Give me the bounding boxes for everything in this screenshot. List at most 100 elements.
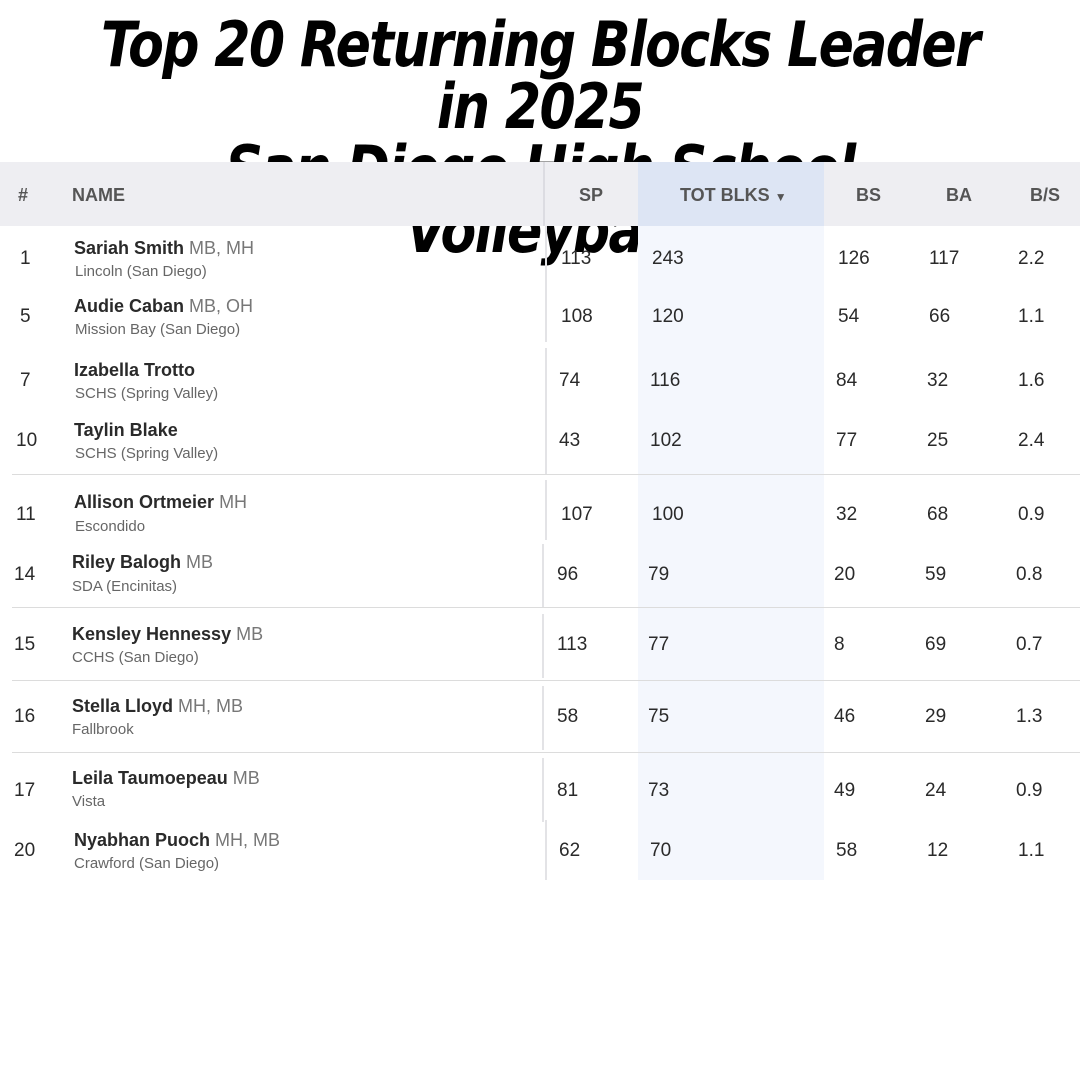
sp-cell: 58 <box>557 706 579 727</box>
player-position: MB, OH <box>189 296 254 316</box>
header-bps[interactable]: B/S <box>1030 185 1061 205</box>
header-ba[interactable]: BA <box>946 185 972 205</box>
player-name[interactable]: Stella Lloyd MH, MB <box>72 696 243 717</box>
rank-cell: 7 <box>20 370 31 391</box>
player-name-text: Nyabhan Puoch <box>74 830 211 850</box>
tot-blks-cell: 102 <box>650 430 682 451</box>
bs-cell: 54 <box>838 306 860 327</box>
player-position: MB, MH <box>189 238 255 258</box>
bs-cell: 84 <box>836 370 858 391</box>
row-divider <box>545 410 547 474</box>
player-position: MB <box>186 552 214 572</box>
ba-cell: 66 <box>929 306 951 327</box>
table-row[interactable]: 20 Nyabhan Puoch MH, MB Crawford (San Di… <box>0 820 1080 880</box>
sp-cell: 81 <box>557 780 579 801</box>
table-row[interactable]: 7 Izabella Trotto SCHS (Spring Valley) 7… <box>0 348 1080 410</box>
player-school: Mission Bay (San Diego) <box>75 321 241 338</box>
sp-cell: 113 <box>561 248 592 269</box>
row-divider <box>545 286 547 342</box>
table-row[interactable]: 11 Allison Ortmeier MH Escondido 107 100… <box>0 480 1080 544</box>
ba-cell: 29 <box>925 706 947 727</box>
header-tot-blks-label: TOT BLKS <box>680 185 770 205</box>
header-rank[interactable]: # <box>18 185 29 205</box>
bps-cell: 0.7 <box>1016 634 1043 655</box>
rank-cell: 20 <box>14 840 36 861</box>
rank-cell: 10 <box>16 430 38 451</box>
sorted-column-highlight <box>638 162 824 880</box>
player-school: Escondido <box>75 518 146 535</box>
title-line-1: Top 20 Returning Blocks Leader in 2025 <box>100 8 981 143</box>
bs-cell: 49 <box>834 780 856 801</box>
table-row[interactable]: 10 Taylin Blake SCHS (Spring Valley) 43 … <box>0 410 1080 474</box>
player-school: Lincoln (San Diego) <box>75 263 207 280</box>
row-divider <box>545 480 547 540</box>
player-name-text: Leila Taumoepeau <box>72 768 228 788</box>
ba-cell: 59 <box>925 564 947 585</box>
row-divider <box>545 348 547 410</box>
ba-cell: 12 <box>927 840 949 861</box>
bps-cell: 0.8 <box>1016 564 1043 585</box>
row-divider <box>545 820 547 880</box>
table-row[interactable]: 15 Kensley Hennessy MB CCHS (San Diego) … <box>0 614 1080 678</box>
tot-blks-cell: 79 <box>648 564 670 585</box>
player-name[interactable]: Riley Balogh MB <box>72 552 213 573</box>
bps-cell: 1.6 <box>1018 370 1045 391</box>
sp-cell: 43 <box>559 430 581 451</box>
player-school: SCHS (Spring Valley) <box>75 385 219 402</box>
tot-blks-cell: 77 <box>648 634 670 655</box>
bps-cell: 1.1 <box>1018 840 1045 861</box>
player-name-text: Izabella Trotto <box>74 360 196 380</box>
tot-blks-cell: 73 <box>648 780 670 801</box>
rank-cell: 17 <box>14 780 36 801</box>
table-row[interactable]: 16 Stella Lloyd MH, MB Fallbrook 58 75 4… <box>0 686 1080 750</box>
player-name[interactable]: Nyabhan Puoch MH, MB <box>74 830 280 851</box>
player-name[interactable]: Audie Caban MB, OH <box>74 296 253 317</box>
sp-cell: 113 <box>557 634 588 655</box>
sp-cell: 74 <box>559 370 581 391</box>
sp-cell: 107 <box>561 504 593 525</box>
player-name-text: Allison Ortmeier <box>74 492 215 512</box>
header-divider <box>543 162 545 226</box>
player-name-text: Riley Balogh <box>72 552 182 572</box>
player-name[interactable]: Leila Taumoepeau MB <box>72 768 260 789</box>
header-sp[interactable]: SP <box>579 185 604 205</box>
tot-blks-cell: 116 <box>650 370 681 391</box>
ba-cell: 25 <box>927 430 949 451</box>
table-row[interactable]: 5 Audie Caban MB, OH Mission Bay (San Di… <box>0 286 1080 350</box>
tot-blks-cell: 75 <box>648 706 670 727</box>
table-row[interactable]: 14 Riley Balogh MB SDA (Encinitas) 96 79… <box>0 544 1080 608</box>
player-name[interactable]: Izabella Trotto <box>74 360 195 381</box>
header-bs[interactable]: BS <box>856 185 882 205</box>
sp-cell: 62 <box>559 840 581 861</box>
table-row[interactable]: 17 Leila Taumoepeau MB Vista 81 73 49 24… <box>0 758 1080 822</box>
row-divider <box>542 544 544 608</box>
bs-cell: 8 <box>834 634 845 655</box>
bps-cell: 0.9 <box>1016 780 1043 801</box>
tot-blks-cell: 100 <box>652 504 684 525</box>
player-name[interactable]: Allison Ortmeier MH <box>74 492 247 513</box>
row-separator <box>12 752 1080 753</box>
row-separator <box>12 680 1080 681</box>
row-separator <box>12 474 1080 475</box>
tot-blks-cell: 70 <box>650 840 672 861</box>
row-divider <box>545 226 547 290</box>
player-name[interactable]: Taylin Blake <box>74 420 178 441</box>
header-tot-blks[interactable]: TOT BLKS ▼ <box>680 162 787 226</box>
player-name-text: Kensley Hennessy <box>72 624 232 644</box>
player-name-text: Sariah Smith <box>74 238 185 258</box>
table-row[interactable]: 1 Sariah Smith MB, MH Lincoln (San Diego… <box>0 226 1080 290</box>
player-name[interactable]: Sariah Smith MB, MH <box>74 238 254 259</box>
bps-cell: 0.9 <box>1018 504 1045 525</box>
ba-cell: 69 <box>925 634 947 655</box>
bps-cell: 1.1 <box>1018 306 1045 327</box>
tot-blks-cell: 120 <box>652 306 684 327</box>
table-header-row: # NAME SP TOT BLKS ▼ BS BA B/S <box>0 162 1080 226</box>
ba-cell: 117 <box>929 248 960 269</box>
bs-cell: 46 <box>834 706 856 727</box>
ba-cell: 24 <box>925 780 947 801</box>
tot-blks-cell: 243 <box>652 248 684 269</box>
rank-cell: 15 <box>14 634 36 655</box>
sp-cell: 96 <box>557 564 579 585</box>
header-name[interactable]: NAME <box>72 185 125 205</box>
player-name[interactable]: Kensley Hennessy MB <box>72 624 263 645</box>
